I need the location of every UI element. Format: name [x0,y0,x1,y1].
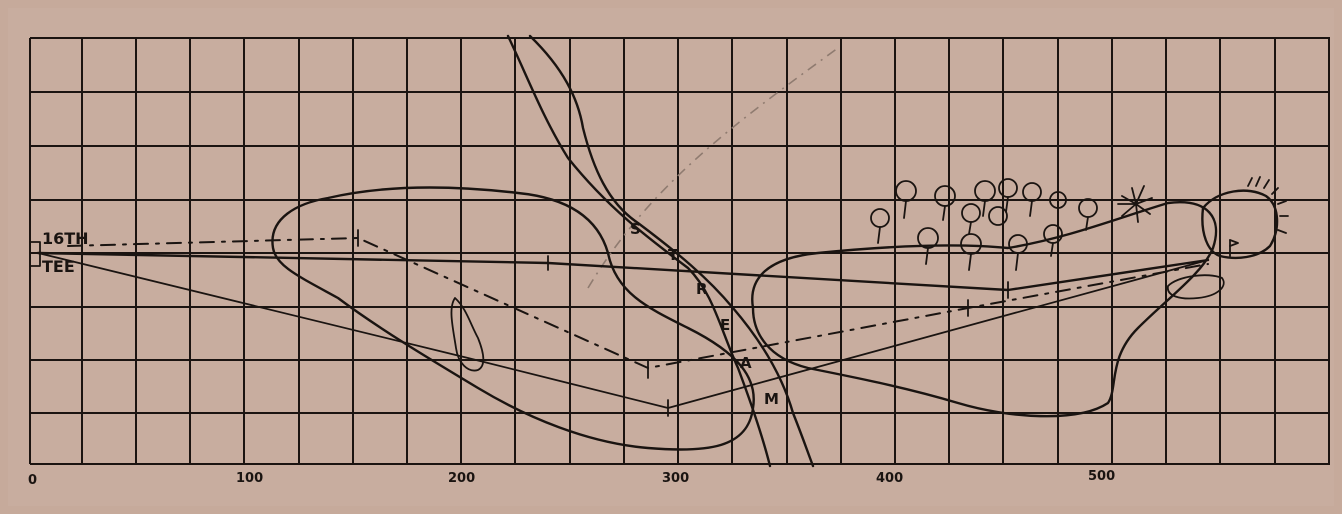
stream-letter-t: T [668,246,679,264]
trees-cluster [870,178,1098,271]
distance-ticks [357,229,1009,417]
fairway-outline-left [271,186,755,451]
green-outline [1201,189,1279,260]
grid [29,37,1330,465]
x-axis-label-200: 200 [448,471,475,486]
stream-bank-left [506,34,772,468]
bunker-small [450,297,485,372]
flag [1229,239,1239,247]
x-axis-label-500: 500 [1088,469,1115,484]
tee-label: TEE [42,257,75,276]
hole-diagram: 16TH TEE S T R E A M 0 100 200 300 400 5… [28,34,1330,488]
stream-letter-m: M [764,390,779,408]
tee-box [29,241,41,267]
x-axis-label-100: 100 [236,471,263,486]
line-tee-via-bunker [37,252,1209,409]
x-axis-label-400: 400 [876,471,903,486]
stream-letter-s: S [630,220,641,238]
green-bunker [1167,274,1225,300]
stream-letter-r: R [696,280,708,298]
stream-letter-e: E [720,316,730,334]
faint-arc-line [587,47,839,289]
stream-bank-right [528,34,815,468]
green-grass-hatching [1247,176,1289,234]
line-tee-to-green-upper [36,251,1210,292]
tee-number-label: 16TH [42,229,89,248]
fairway-outline-right [751,201,1218,418]
hole-diagram-sheet: 16TH TEE S T R E A M 0 100 200 300 400 5… [8,8,1334,506]
stream-letter-a: A [740,354,752,372]
x-axis-label-300: 300 [662,471,689,486]
shrub-burst [1117,185,1153,223]
x-axis-label-0: 0 [28,473,37,488]
